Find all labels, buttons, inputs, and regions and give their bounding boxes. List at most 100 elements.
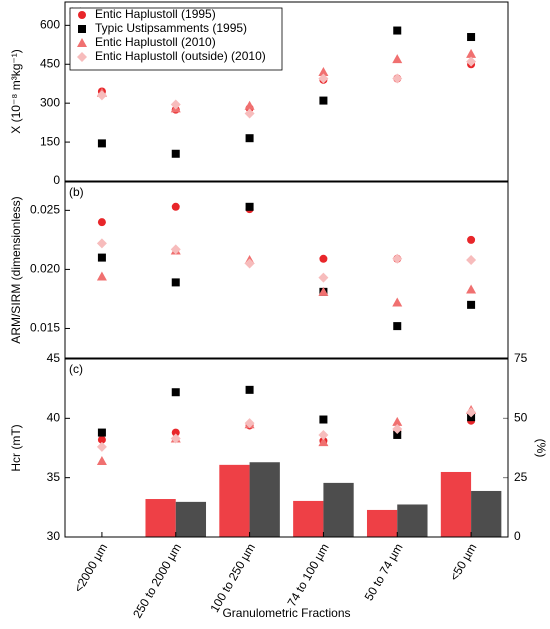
panel-label: (c) bbox=[69, 362, 83, 376]
bar bbox=[471, 490, 502, 537]
point bbox=[171, 278, 180, 287]
point bbox=[318, 437, 329, 447]
bar bbox=[293, 500, 324, 537]
y2-tick-label: 25 bbox=[514, 470, 528, 484]
point bbox=[97, 218, 106, 227]
y-tick-label: 300 bbox=[40, 95, 60, 109]
x-tick-label: 74 to 100 µm bbox=[284, 541, 331, 609]
point bbox=[392, 54, 403, 64]
point bbox=[319, 415, 328, 424]
point bbox=[318, 286, 329, 296]
bar bbox=[397, 504, 428, 537]
point bbox=[96, 456, 107, 466]
point bbox=[466, 407, 477, 418]
y-axis-label: X (10⁻⁸ m³kg⁻¹) bbox=[9, 49, 23, 133]
point bbox=[393, 26, 402, 35]
y-tick-label: 30 bbox=[47, 529, 61, 543]
point bbox=[244, 108, 255, 119]
point bbox=[96, 271, 107, 281]
point bbox=[393, 322, 402, 331]
point bbox=[170, 244, 181, 255]
point bbox=[392, 416, 403, 426]
point bbox=[318, 429, 329, 440]
y-tick-label: 0 bbox=[53, 173, 60, 187]
legend-label: Entic Haplustoll (outside) (2010) bbox=[95, 49, 266, 63]
bar bbox=[175, 501, 207, 537]
point bbox=[171, 202, 180, 211]
point bbox=[392, 424, 403, 435]
bar bbox=[440, 471, 472, 537]
y2-tick-label: 50 bbox=[514, 411, 528, 425]
point bbox=[467, 235, 476, 244]
legend-label: Entic Haplustoll (1995) bbox=[95, 7, 216, 21]
panel-label: (b) bbox=[69, 185, 84, 199]
point bbox=[170, 99, 181, 110]
y-tick-label: 45 bbox=[47, 351, 61, 365]
bar bbox=[366, 509, 398, 537]
y-tick-label: 600 bbox=[40, 18, 60, 32]
point bbox=[467, 300, 476, 309]
point bbox=[245, 385, 254, 394]
point bbox=[245, 202, 254, 211]
y-axis-label: ARM/SIRM (dimensionless) bbox=[9, 196, 23, 343]
point bbox=[319, 96, 328, 105]
point bbox=[96, 90, 107, 101]
point bbox=[392, 297, 403, 307]
point bbox=[466, 254, 477, 265]
plot-frame bbox=[64, 1, 509, 182]
point bbox=[244, 258, 255, 269]
x-tick-label: 50 to 74 µm bbox=[362, 541, 406, 603]
legend-box bbox=[69, 7, 283, 71]
point bbox=[97, 139, 106, 148]
point bbox=[318, 272, 329, 283]
point bbox=[97, 253, 106, 262]
bar bbox=[219, 464, 250, 537]
y2-tick-label: 0 bbox=[514, 529, 521, 543]
legend-marker bbox=[77, 52, 87, 62]
bar bbox=[145, 499, 176, 537]
legend-label: Typic Ustipsamments (1995) bbox=[95, 21, 247, 35]
point bbox=[393, 430, 402, 439]
plot-frame bbox=[64, 181, 509, 359]
y-tick-label: 35 bbox=[47, 470, 61, 484]
bar bbox=[323, 482, 354, 537]
y-tick-label: 150 bbox=[40, 134, 60, 148]
x-tick-label: <50 µm bbox=[447, 541, 479, 583]
point bbox=[97, 435, 106, 444]
point bbox=[318, 73, 329, 84]
point bbox=[466, 48, 477, 58]
point bbox=[96, 441, 107, 452]
x-tick-label: 250 to 2000 µm bbox=[130, 541, 184, 620]
plot-frame bbox=[64, 358, 509, 538]
y-tick-label: 40 bbox=[47, 411, 61, 425]
point bbox=[392, 253, 403, 264]
point bbox=[97, 428, 106, 437]
bar bbox=[249, 462, 280, 537]
x-axis-label: Granulometric Fractions bbox=[222, 606, 350, 620]
legend-marker bbox=[78, 11, 86, 19]
point bbox=[319, 254, 328, 263]
point bbox=[467, 33, 476, 42]
point bbox=[171, 428, 180, 437]
legend-marker bbox=[78, 25, 86, 33]
point bbox=[244, 100, 255, 110]
legend-label: Entic Haplustoll (2010) bbox=[95, 35, 216, 49]
legend-marker bbox=[77, 38, 87, 47]
y-axis-label: Hcr (mT) bbox=[9, 424, 23, 471]
y-tick-label: 450 bbox=[40, 56, 60, 70]
point bbox=[171, 388, 180, 397]
point bbox=[392, 73, 403, 84]
point bbox=[466, 56, 477, 67]
y2-tick-label: 75 bbox=[514, 351, 528, 365]
point bbox=[244, 418, 255, 429]
y-tick-label: 0.020 bbox=[30, 262, 60, 276]
point bbox=[171, 149, 180, 158]
x-tick-label: 100 to 250 µm bbox=[207, 541, 258, 615]
point bbox=[318, 67, 329, 77]
y-tick-label: 0.015 bbox=[30, 321, 60, 335]
point bbox=[170, 433, 181, 444]
y-tick-label: 0.025 bbox=[30, 203, 60, 217]
y2-axis-label: (%) bbox=[534, 439, 548, 458]
point bbox=[245, 134, 254, 143]
